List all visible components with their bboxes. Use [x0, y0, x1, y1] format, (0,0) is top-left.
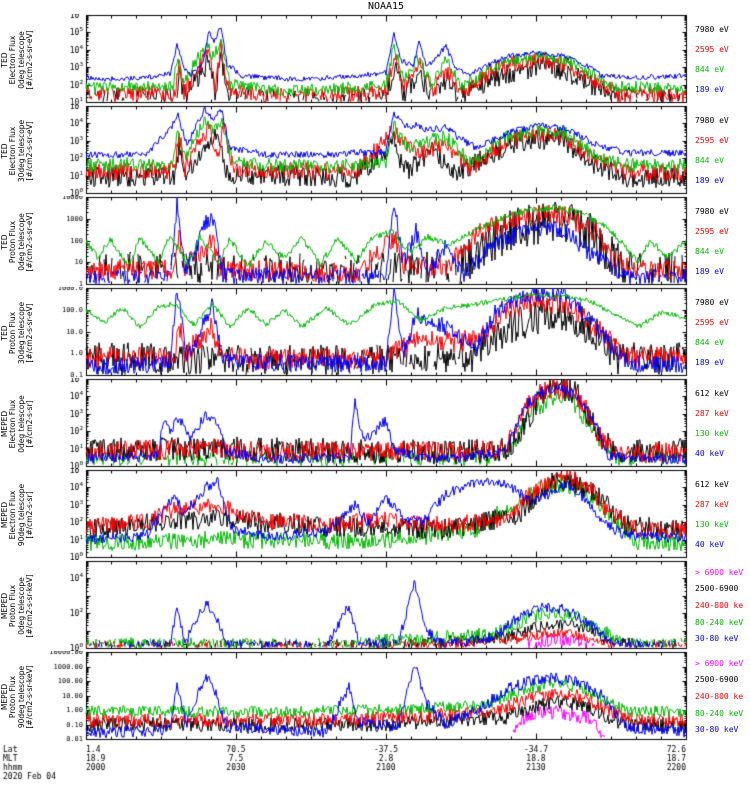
legend-entry: > 6900 keV — [695, 658, 744, 668]
panel-row-ted-proton-0deg: TED Proton Flux 0deg telescope [#/cm2-s-sr-… — [0, 196, 750, 287]
panel-row-meped-proton-90deg: MEPED Proton Flux 90deg telescope [#/cm2-s-… — [0, 651, 750, 742]
chart-title: NOAA15 — [367, 1, 405, 12]
panel-legend: > 6900 keV 2500-6900 240-800 ke 80-240 keV 3… — [690, 560, 750, 651]
legend-entry: 189 eV — [695, 176, 724, 185]
legend-entry: 189 eV — [695, 85, 724, 94]
legend-entry: 240-800 ke — [695, 600, 744, 610]
legend-entry: 189 eV — [695, 358, 724, 367]
legend-entry: 287 keV — [695, 500, 729, 509]
panel-canvas-meped-proton-90deg — [36, 651, 690, 742]
legend-entry: 844 eV — [695, 156, 724, 165]
legend-entry: 2595 eV — [695, 227, 729, 236]
legend-entry: 30-80 keV — [695, 634, 739, 644]
legend-entry: 189 eV — [695, 267, 724, 276]
legend-entry: 40 keV — [695, 540, 724, 549]
panel-canvas-ted-electron-0deg — [36, 14, 690, 105]
legend-entry: 2595 eV — [695, 136, 729, 145]
panel-canvas-meped-proton-0deg — [36, 560, 690, 651]
legend-entry: 287 keV — [695, 409, 729, 418]
legend-entry: 2595 eV — [695, 318, 729, 327]
legend-entry: 40 keV — [695, 449, 724, 458]
panel-legend: 7980 eV 2595 eV 844 eV 189 eV — [690, 105, 750, 196]
legend-entry: 7980 eV — [695, 25, 729, 34]
panel-legend: > 6900 keV 2500-6900 240-800 ke 80-240 keV 3… — [690, 651, 750, 742]
panel-legend: 7980 eV 2595 eV 844 eV 189 eV — [690, 196, 750, 287]
legend-entry: 80-240 keV — [695, 708, 744, 718]
panel-canvas-ted-proton-30deg — [36, 287, 690, 378]
legend-entry: 612 keV — [695, 389, 729, 398]
panel-ylabel: TED Proton Flux 0deg telescope [#/cm2-s-sr-… — [0, 211, 35, 272]
panel-row-meped-electron-90deg: MEPED Electron Flux 90deg telescope [#/cm2-… — [0, 469, 750, 560]
legend-entry: 80-240 keV — [695, 617, 744, 627]
panel-row-meped-proton-0deg: MEPED Proton Flux 0deg telescope [#/cm2-s-s… — [0, 560, 750, 651]
panel-row-ted-electron-30deg: TED Electron Flux 30deg telescope [#/cm2-s-… — [0, 105, 750, 196]
legend-entry: 2595 eV — [695, 45, 729, 54]
legend-entry: 844 eV — [695, 338, 724, 347]
panel-ylabel: MEPED Electron Flux 90deg telescope [#/cm2-… — [0, 483, 35, 546]
legend-entry: 130 keV — [695, 429, 729, 438]
legend-entry: 240-800 ke — [695, 691, 744, 701]
legend-entry: 30-80 keV — [695, 725, 739, 735]
panel-ylabel: MEPED Proton Flux 0deg telescope [#/cm2-s-s… — [0, 573, 35, 638]
legend-entry: 7980 eV — [695, 207, 729, 216]
legend-entry: 7980 eV — [695, 116, 729, 125]
legend-entry: > 6900 keV — [695, 567, 744, 577]
x-axis-canvas — [0, 742, 750, 798]
panel-legend: 612 keV 287 keV 130 keV 40 keV — [690, 378, 750, 469]
panel-row-meped-electron-0deg: MEPED Electron Flux 0deg telescope [#/cm2-s… — [0, 378, 750, 469]
panel-row-ted-proton-30deg: TED Proton Flux 30deg telescope [#/cm2-s-sr… — [0, 287, 750, 378]
panel-legend: 7980 eV 2595 eV 844 eV 189 eV — [690, 287, 750, 378]
legend-entry: 2500-6900 — [695, 675, 739, 685]
panel-legend: 612 keV 287 keV 130 keV 40 keV — [690, 469, 750, 560]
panel-ylabel: MEPED Electron Flux 0deg telescope [#/cm2-s… — [0, 394, 35, 453]
panel-legend: 7980 eV 2595 eV 844 eV 189 eV — [690, 14, 750, 105]
legend-entry: 844 eV — [695, 65, 724, 74]
legend-entry: 7980 eV — [695, 298, 729, 307]
legend-entry: 844 eV — [695, 247, 724, 256]
legend-entry: 2500-6900 — [695, 584, 739, 594]
panel-ylabel: TED Proton Flux 30deg telescope [#/cm2-s-sr… — [0, 301, 35, 364]
panel-canvas-meped-electron-0deg — [36, 378, 690, 469]
panel-canvas-ted-proton-0deg — [36, 196, 690, 287]
panel-canvas-ted-electron-30deg — [36, 105, 690, 196]
legend-entry: 612 keV — [695, 480, 729, 489]
panel-ylabel: TED Electron Flux 0deg telescope [#/cm2-s-s… — [0, 29, 35, 90]
panel-row-ted-electron-0deg: TED Electron Flux 0deg telescope [#/cm2-s-s… — [0, 14, 750, 105]
panel-ylabel: MEPED Proton Flux 90deg telescope [#/cm2-s-… — [0, 664, 35, 729]
legend-entry: 130 keV — [695, 520, 729, 529]
panel-ylabel: TED Electron Flux 30deg telescope [#/cm2-s-… — [0, 119, 35, 182]
panels-container: TED Electron Flux 0deg telescope [#/cm2-s-s… — [0, 14, 750, 742]
panel-canvas-meped-electron-90deg — [36, 469, 690, 560]
